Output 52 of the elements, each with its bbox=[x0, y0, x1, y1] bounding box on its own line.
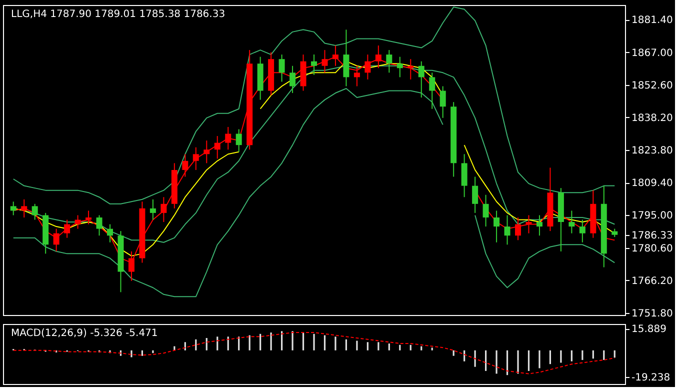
candlestick bbox=[10, 201, 16, 216]
candlestick bbox=[311, 54, 317, 76]
candlestick bbox=[526, 214, 532, 234]
candlestick bbox=[386, 50, 392, 74]
y-tick-label: 1852.60 bbox=[632, 80, 673, 92]
y-tick-label: 1766.20 bbox=[632, 276, 673, 287]
candlestick bbox=[354, 65, 360, 87]
candlestick bbox=[150, 198, 156, 220]
y-tick-label: 1867.00 bbox=[632, 48, 673, 59]
line-series bbox=[12, 6, 616, 204]
candlestick bbox=[64, 219, 70, 238]
candlestick bbox=[278, 54, 285, 82]
candlestick bbox=[236, 128, 242, 152]
candlestick bbox=[182, 154, 188, 178]
candlestick bbox=[225, 126, 232, 150]
candlestick bbox=[396, 56, 403, 78]
y-tick-label: 1795.00 bbox=[632, 210, 673, 222]
candlestick bbox=[107, 224, 113, 243]
candlestick bbox=[418, 60, 424, 98]
candlestick bbox=[494, 210, 500, 243]
candlestick bbox=[53, 228, 60, 252]
candlestick bbox=[214, 136, 220, 160]
candlestick bbox=[204, 140, 210, 164]
candlestick bbox=[568, 210, 575, 234]
candlestick bbox=[32, 203, 38, 220]
y-tick-label: 1881.40 bbox=[632, 15, 673, 26]
candlestick bbox=[290, 65, 296, 94]
candlestick bbox=[482, 194, 489, 228]
candlestick bbox=[192, 146, 199, 170]
y-tick-label: 1751.80 bbox=[632, 308, 673, 320]
y-tick-label: 1838.20 bbox=[632, 112, 673, 124]
candlestick bbox=[461, 154, 468, 198]
y-tick-label: 1780.60 bbox=[632, 243, 673, 254]
candlestick bbox=[536, 214, 542, 236]
y-tick-label: 1809.40 bbox=[632, 178, 673, 190]
y-tick-label: -19.238 bbox=[632, 372, 670, 384]
candlestick bbox=[160, 196, 167, 222]
y-tick-label: 1823.80 bbox=[632, 146, 673, 157]
chart-title: LLG,H4 1787.90 1789.01 1785.38 1786.33 bbox=[11, 9, 226, 20]
candlestick bbox=[74, 214, 81, 230]
candlestick bbox=[429, 72, 436, 110]
candlestick bbox=[343, 29, 350, 87]
y-tick-label: 1786.33 bbox=[632, 230, 673, 242]
y-tick-label: 15.889 bbox=[632, 324, 666, 336]
candlestick bbox=[21, 198, 28, 218]
candlestick bbox=[515, 216, 521, 241]
candlestick bbox=[472, 176, 478, 214]
candlestick bbox=[504, 214, 510, 246]
candlestick bbox=[579, 219, 586, 243]
chart-title: MACD(12,26,9) -5.326 -5.471 bbox=[11, 328, 158, 339]
candlestick bbox=[96, 214, 102, 236]
candlestick bbox=[440, 86, 446, 118]
